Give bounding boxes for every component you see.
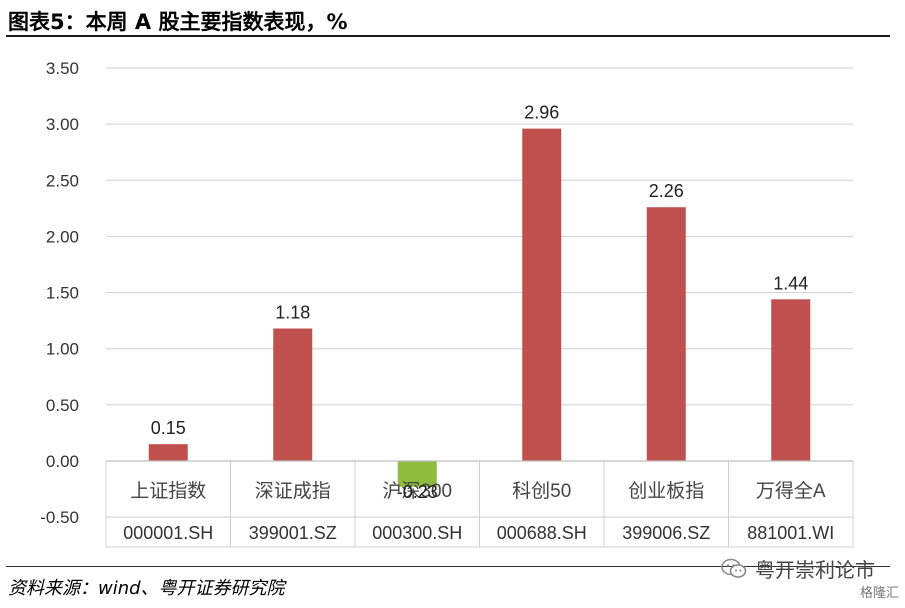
category-label: 万得全A — [756, 480, 826, 502]
wechat-icon — [721, 558, 747, 578]
bar — [522, 128, 562, 461]
bar — [148, 444, 188, 461]
bar — [273, 328, 313, 461]
index-code-label: 881001.WI — [747, 523, 834, 543]
index-code-label: 000001.SH — [123, 523, 213, 543]
data-label: 2.26 — [649, 181, 684, 201]
bar-chart: 3.50 3.00 2.50 2.00 1.50 1.00 0.50 0.00 -0.50 上证指… — [40, 59, 854, 548]
data-label: 1.44 — [773, 273, 808, 293]
footer-rule — [6, 566, 890, 567]
y-tick-label: -0.50 — [40, 508, 79, 527]
category-label: 深证成指 — [255, 480, 331, 502]
category-label: 科创50 — [512, 480, 571, 502]
index-code-label: 399006.SZ — [622, 523, 710, 543]
bar — [646, 207, 686, 461]
y-tick-label: 1.00 — [46, 340, 79, 359]
category-label: 上证指数 — [130, 480, 206, 502]
data-label: -0.23 — [397, 482, 438, 502]
y-tick-label: 0.50 — [46, 396, 79, 415]
page-title: 图表5：本周 A 股主要指数表现，% — [8, 10, 348, 34]
category-label: 创业板指 — [628, 480, 704, 502]
data-label: 1.18 — [275, 303, 310, 323]
bar-negative — [397, 461, 437, 487]
data-label: 0.15 — [151, 418, 186, 438]
bar — [771, 299, 811, 461]
y-tick-label: 3.50 — [46, 59, 79, 78]
watermark: 粤开崇利论市 格隆汇 — [721, 554, 899, 601]
data-label: 2.96 — [524, 103, 559, 123]
title-rule — [6, 35, 890, 37]
y-tick-label: 3.00 — [46, 115, 79, 134]
y-tick-label: 0.00 — [46, 452, 79, 471]
index-code-label: 000300.SH — [372, 523, 462, 543]
source-note: 资料来源：wind、粤开证券研究院 — [8, 578, 285, 599]
watermark-text: 粤开崇利论市 — [755, 558, 875, 582]
category-label: 沪深300 — [382, 480, 452, 502]
index-code-label: 399001.SZ — [249, 523, 337, 543]
y-tick-label: 1.50 — [46, 284, 79, 303]
watermark-sub: 格隆汇 — [859, 586, 899, 601]
y-tick-label: 2.00 — [46, 227, 79, 246]
index-code-label: 000688.SH — [497, 523, 587, 543]
y-tick-label: 2.50 — [46, 171, 79, 190]
